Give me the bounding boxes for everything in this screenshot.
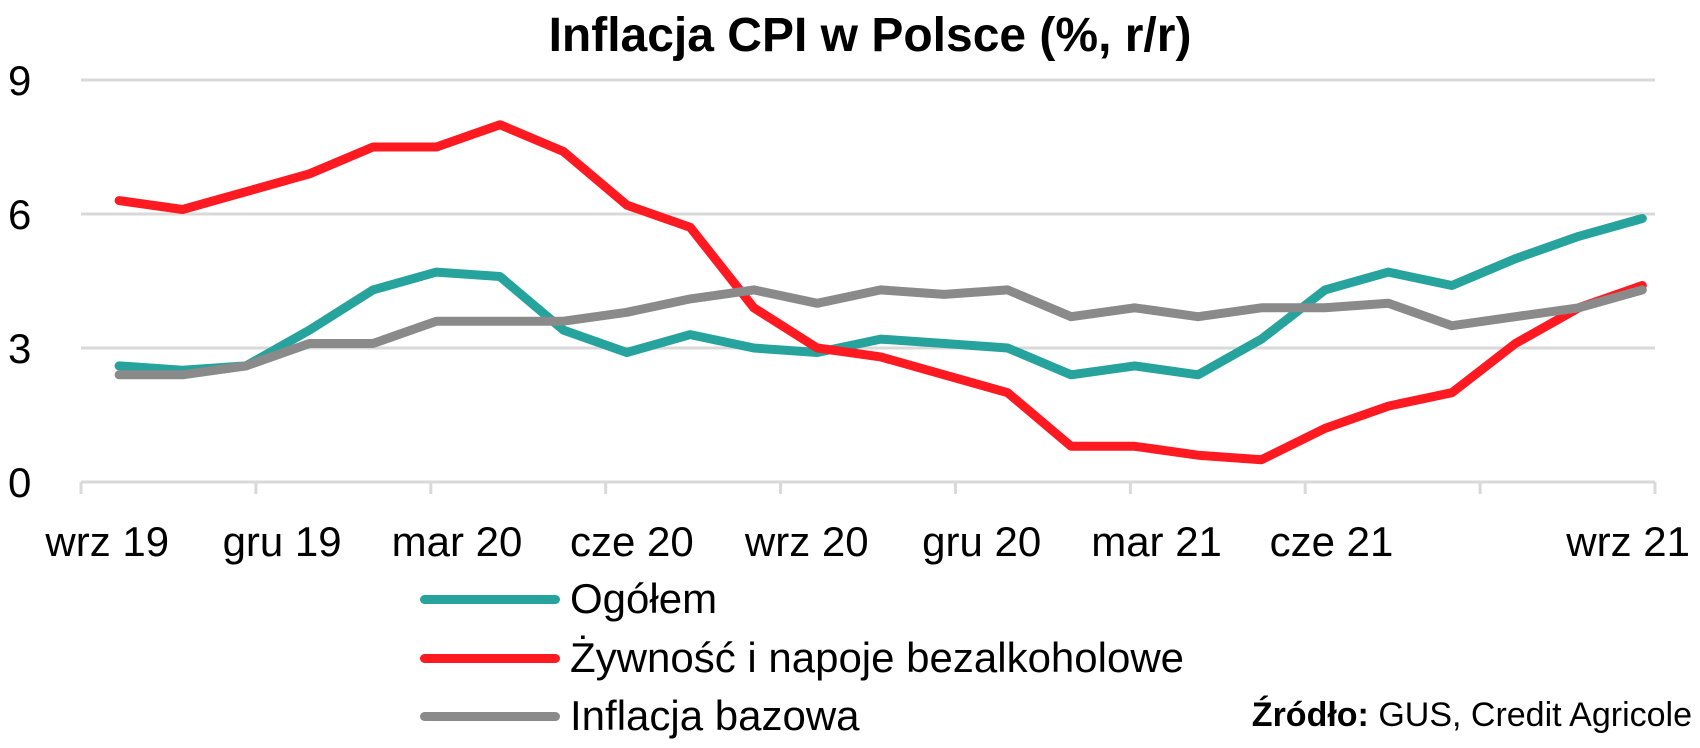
series-lines (114, 120, 1647, 465)
x-tick-label: gru 20 (922, 518, 1041, 565)
source-label: Źródło: (1251, 696, 1369, 734)
gridlines (81, 78, 1655, 350)
legend-label: Ogółem (570, 575, 718, 622)
y-tick-label: 9 (8, 57, 31, 104)
legend-swatch (420, 711, 560, 721)
x-tick-label: mar 21 (1091, 518, 1222, 565)
y-tick-label: 0 (8, 459, 31, 506)
legend-item-bazowa: Inflacja bazowa (420, 688, 860, 744)
chart-title: Inflacja CPI w Polsce (%, r/r) (548, 9, 1192, 62)
legend-swatch (420, 653, 560, 663)
x-tick-label: wrz 20 (744, 518, 869, 565)
x-tick-label: wrz 21 (1565, 518, 1690, 565)
x-tick-label: cze 21 (1270, 518, 1394, 565)
legend-label: Żywność i napoje bezalkoholowe (570, 634, 1185, 681)
y-tick-label: 3 (8, 325, 31, 372)
legend-swatch (420, 594, 560, 604)
source-note: Źródło: GUS, Credit Agricole (1252, 696, 1692, 735)
x-tick-label: gru 19 (223, 518, 342, 565)
x-tick-labels: wrz 19 gru 19 mar 20 cze 20 wrz 20 gru 20 mar … (44, 518, 1690, 565)
series-line-2 (114, 285, 1647, 380)
x-tick-label: wrz 19 (44, 518, 169, 565)
legend-item-ogolem: Ogółem (420, 571, 717, 627)
series-line-0 (114, 214, 1647, 380)
legend-item-zywnosc: Żywność i napoje bezalkoholowe (420, 630, 1184, 686)
y-tick-label: 6 (8, 191, 31, 238)
x-tick-label: mar 20 (392, 518, 523, 565)
legend-label: Inflacja bazowa (570, 692, 860, 739)
y-tick-labels: 0 3 6 9 (8, 57, 31, 506)
source-text: GUS, Credit Agricole (1368, 696, 1692, 734)
x-axis (79, 480, 1657, 494)
x-tick-label: cze 20 (570, 518, 694, 565)
series-line-1 (114, 120, 1647, 465)
